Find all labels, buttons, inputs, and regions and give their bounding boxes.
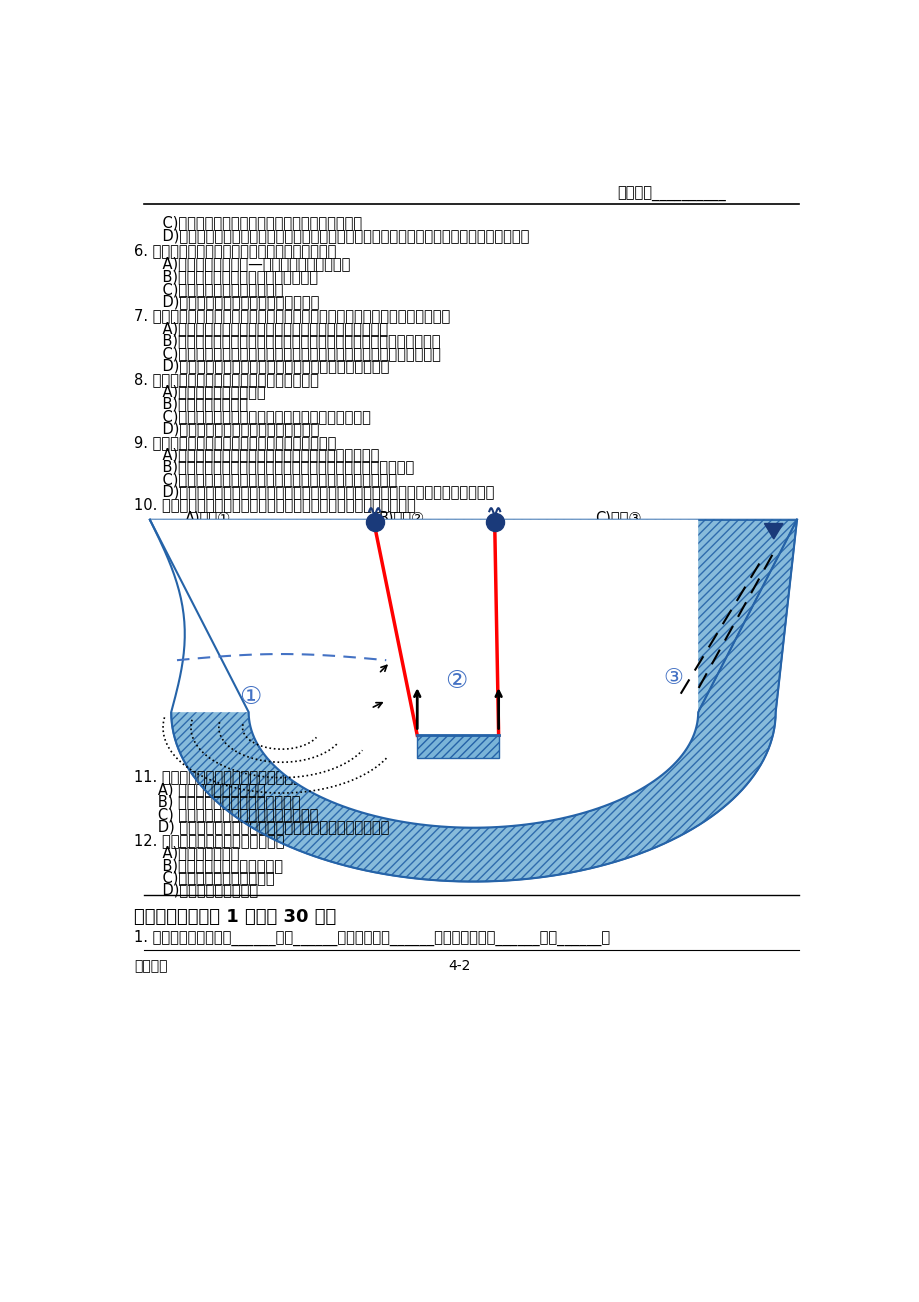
Text: 4-2: 4-2 [448, 960, 471, 974]
Text: B)地下水资源的再生是通过水文循环使水量恢复、水质更新的。: B)地下水资源的再生是通过水文循环使水量恢复、水质更新的。 [144, 460, 414, 475]
Polygon shape [150, 519, 698, 828]
Text: 12. 沉积物的粒度和分选控制（）：: 12. 沉积物的粒度和分选控制（）： [134, 833, 285, 848]
Text: C)地下水资源的恢复能力就取决于可能补给源水量的大小。: C)地下水资源的恢复能力就取决于可能补给源水量的大小。 [144, 471, 397, 487]
Text: D)降水补给使水量增加，水位抬升，水质变淡；蒸发排泄使水量减少，水位下降，水质变咸。: D)降水补给使水量增加，水位抬升，水质变淡；蒸发排泄使水量减少，水位下降，水质变… [144, 229, 529, 243]
Text: 11. 描述饱水带中的水体特点错误的是（）：: 11. 描述饱水带中的水体特点错误的是（）： [134, 769, 320, 784]
Text: 6. 有关洪积物的水文地质特点描述错误的是：（）: 6. 有关洪积物的水文地质特点描述错误的是：（） [134, 243, 336, 258]
Polygon shape [417, 736, 498, 758]
Text: 10. 从下面的图示条件判断哪个含水系统的地下水资源可恢复性更优？: 10. 从下面的图示条件判断哪个含水系统的地下水资源可恢复性更优？ [134, 497, 415, 513]
Text: ③: ③ [663, 668, 682, 687]
Text: 1. 自然界的水循环按其______长短______快慢以及涉及______的范围，可分为______、和______两: 1. 自然界的水循环按其______长短______快慢以及涉及______的范… [134, 930, 610, 945]
Text: D)孔隙水的渗透性能。: D)孔隙水的渗透性能。 [144, 883, 258, 897]
Text: ①: ① [239, 685, 262, 708]
Text: C)洪积扇上部属潜水浅埋带。: C)洪积扇上部属潜水浅埋带。 [144, 281, 284, 297]
Text: C)赋存孔隙水的孔隙大小。: C)赋存孔隙水的孔隙大小。 [144, 870, 275, 885]
Text: B) 饱水带中的水体是连续分布的。: B) 饱水带中的水体是连续分布的。 [144, 794, 301, 810]
Text: 9. 有关地下水资源的可恢复性描述错误的是：（）: 9. 有关地下水资源的可恢复性描述错误的是：（） [134, 435, 336, 450]
Text: D) 在水头差的作用下，饱水带中的水可以发生连续运动。: D) 在水头差的作用下，饱水带中的水可以发生连续运动。 [144, 819, 390, 835]
Text: A)地下水是天然可再生的资源，因此它具有可恢复性。: A)地下水是天然可再生的资源，因此它具有可恢复性。 [144, 448, 380, 462]
Text: B)洪积扇下部（扇端）地带为溢出带。: B)洪积扇下部（扇端）地带为溢出带。 [144, 270, 318, 284]
Text: D)岩溶水具有统一的区域地下水水位。: D)岩溶水具有统一的区域地下水水位。 [144, 421, 320, 436]
Text: A) 饱水带中都是重力水。: A) 饱水带中都是重力水。 [144, 783, 266, 797]
Text: C)任何气象要素引起的潜水水位变化都是真变化。: C)任何气象要素引起的潜水水位变化都是真变化。 [144, 215, 362, 229]
Text: B)岩溶水都不承压。: B)岩溶水都不承压。 [144, 397, 248, 411]
Text: C)岩溶水运动不同步及局部与整体运动方向不一致。: C)岩溶水运动不同步及局部与整体运动方向不一致。 [144, 409, 371, 423]
Text: 7. 从河道（古河道）到河间洼地，有关地下水化学特征变化的正确描述是：（）: 7. 从河道（古河道）到河间洼地，有关地下水化学特征变化的正确描述是：（） [134, 309, 450, 323]
Text: 二、填空题（每空 1 分，共 30 分）: 二、填空题（每空 1 分，共 30 分） [134, 907, 336, 926]
Text: ②: ② [444, 669, 467, 694]
Text: A)孔隙水的分布。: A)孔隙水的分布。 [144, 845, 240, 861]
Text: D)洪积扇下部地下水水位动态变化小。: D)洪积扇下部地下水水位动态变化小。 [144, 294, 320, 309]
Text: B)孔隙水与外界的联系程度。: B)孔隙水与外界的联系程度。 [144, 858, 283, 872]
Text: C)系统③: C)系统③ [595, 510, 641, 526]
Polygon shape [764, 523, 782, 539]
Text: A)洪积扇上部（扇顶—扇中）是主要补给区。: A)洪积扇上部（扇顶—扇中）是主要补给区。 [144, 256, 350, 271]
Text: C)水化学作用由浓缩到溶滤，水化学成分由碳酸盐型水到氯化物型水。: C)水化学作用由浓缩到溶滤，水化学成分由碳酸盐型水到氯化物型水。 [144, 345, 441, 361]
Text: A)岩溶水都呈紊流运动。: A)岩溶水都呈紊流运动。 [144, 384, 266, 400]
Text: C) 饱水带中的水体能够传递静水压力。: C) 饱水带中的水体能够传递静水压力。 [144, 807, 319, 822]
Text: 试卷编号__________: 试卷编号__________ [617, 187, 725, 202]
Text: A)系统①: A)系统① [185, 510, 231, 526]
Text: D)水化学作用由溶滤到浓缩，由高矿化水到低高矿化水。: D)水化学作用由溶滤到浓缩，由高矿化水到低高矿化水。 [144, 358, 390, 372]
Bar [150, 519, 796, 758]
Text: B)水化学作用由溶滤到浓缩，水化学成分由碳酸盐型水到氯化物型水。: B)水化学作用由溶滤到浓缩，水化学成分由碳酸盐型水到氯化物型水。 [144, 333, 440, 349]
Text: 课程名称: 课程名称 [134, 960, 167, 974]
Polygon shape [150, 519, 796, 881]
Text: 8. 有关岩溶水的运动特征的正确描述是：（）: 8. 有关岩溶水的运动特征的正确描述是：（） [134, 372, 319, 387]
Text: B)系统②: B)系统② [378, 510, 425, 526]
Text: D)一个恢复性很差的含水系统，其规模再大，储备水量再多，也会被用完（枯竭）。: D)一个恢复性很差的含水系统，其规模再大，储备水量再多，也会被用完（枯竭）。 [144, 484, 494, 499]
Text: A)水化学作用由浓缩到溶滤，由高矿化水到低高矿化水。: A)水化学作用由浓缩到溶滤，由高矿化水到低高矿化水。 [144, 322, 388, 336]
